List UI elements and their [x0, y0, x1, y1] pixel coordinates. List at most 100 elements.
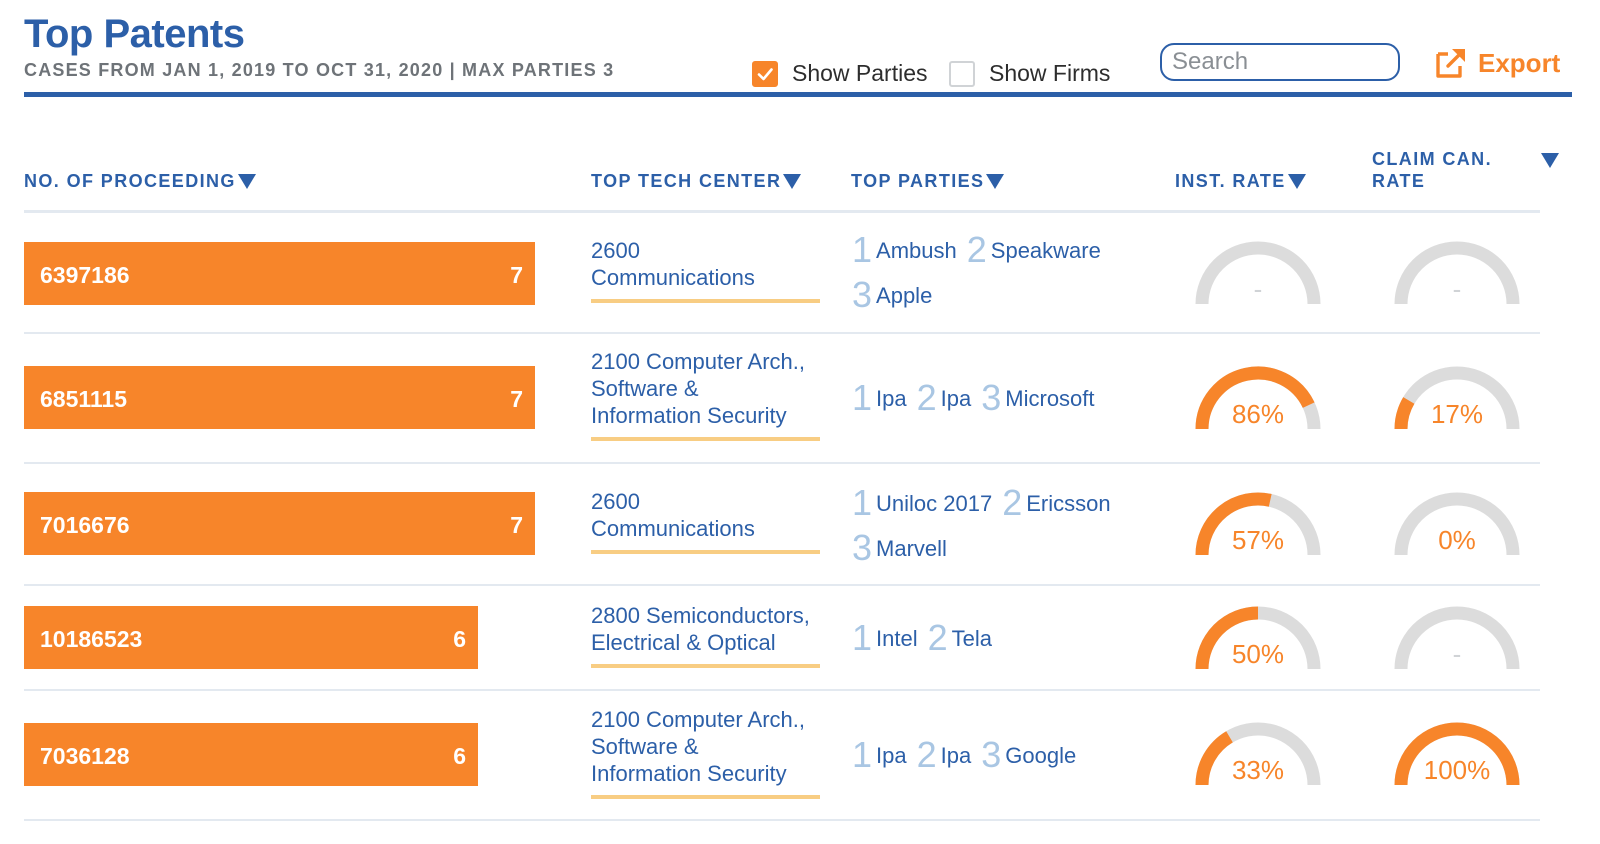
party-name[interactable]: Ipa [876, 743, 907, 768]
column-header-claim-can-rate[interactable]: CLAIM CAN. RATE [1372, 148, 1522, 192]
show-firms-label[interactable]: Show Firms [989, 60, 1111, 86]
inst-rate-gauge: 57% [1190, 487, 1326, 559]
party-name[interactable]: Microsoft [1005, 386, 1095, 411]
party-name[interactable]: Intel [876, 626, 918, 651]
table-row: 6851115 7 2100 Computer Arch., Software & In… [24, 334, 1540, 464]
proceeding-count: 7 [510, 262, 523, 288]
checkbox-checked-icon[interactable] [752, 60, 778, 87]
party-name[interactable]: Speakware [990, 238, 1101, 263]
tech-center-underline [591, 437, 820, 441]
party-item[interactable]: 1 Ipa [852, 733, 907, 778]
party-rank: 3 [981, 734, 1002, 775]
column-header-label[interactable]: CLAIM CAN. RATE [1372, 149, 1492, 191]
column-header-parties[interactable]: TOP PARTIES [851, 170, 1005, 192]
table-row: 6397186 7 2600 Communications 1 Ambush 2 Speakw… [24, 214, 1540, 334]
tech-center: 2100 Computer Arch., Software & Informatio… [591, 706, 820, 799]
top-parties: 1 Ambush 2 Speakware3 Apple [852, 228, 1152, 318]
tech-center-line: Software & [591, 734, 699, 759]
row-divider [24, 689, 1540, 691]
export-label[interactable]: Export [1478, 47, 1561, 78]
show-firms-checkbox[interactable]: Show Firms [949, 60, 1110, 87]
table-row: 7016676 7 2600 Communications 1 Uniloc 2017 2 E… [24, 464, 1540, 586]
party-item[interactable]: 3 Microsoft [981, 376, 1094, 421]
inst-rate-gauge: 50% [1190, 601, 1326, 673]
gauge-fill [1195, 492, 1272, 556]
column-header-label[interactable]: INST. RATE [1175, 171, 1286, 191]
claim-rate-gauge: 0% [1389, 487, 1525, 559]
sort-down-icon[interactable] [1287, 174, 1306, 189]
inst-rate-gauge: - [1190, 236, 1326, 308]
party-rank: 2 [916, 377, 937, 418]
party-item[interactable]: 3 Apple [852, 273, 932, 318]
column-header-label[interactable]: TOP TECH CENTER [591, 171, 782, 191]
party-name[interactable]: Ambush [876, 238, 957, 263]
page-header: Top Patents CASES FROM JAN 1, 2019 TO OC… [24, 10, 1572, 98]
gauge-fill [1195, 366, 1315, 430]
party-rank: 1 [852, 482, 873, 523]
party-name[interactable]: Google [1005, 743, 1077, 768]
sort-down-icon[interactable] [986, 174, 1005, 189]
export-icon [1436, 49, 1465, 78]
party-item[interactable]: 2 Ericsson [1002, 481, 1110, 526]
proceeding-bar[interactable]: 6397186 7 [24, 242, 535, 305]
proceeding-bar[interactable]: 10186523 6 [24, 606, 478, 669]
party-item[interactable]: 1 Uniloc 2017 [852, 481, 992, 526]
column-header-tech-center[interactable]: TOP TECH CENTER [591, 170, 802, 192]
export-button[interactable]: Export [1434, 46, 1560, 80]
gauge-value: 0% [1438, 525, 1476, 555]
party-item[interactable]: 1 Intel [852, 616, 918, 661]
party-item[interactable]: 1 Ipa [852, 376, 907, 421]
patent-number[interactable]: 6397186 [40, 262, 130, 288]
party-name[interactable]: Uniloc 2017 [876, 491, 993, 516]
party-name[interactable]: Marvell [876, 536, 947, 561]
checkbox-unchecked-icon[interactable] [949, 60, 975, 87]
gauge-value: 86% [1231, 399, 1285, 429]
party-item[interactable]: 2 Tela [928, 616, 992, 661]
party-item[interactable]: 1 Ambush [852, 228, 957, 273]
sort-down-icon[interactable] [237, 174, 256, 189]
top-parties: 1 Uniloc 2017 2 Ericsson3 Marvell [852, 481, 1152, 571]
tech-center: 2100 Computer Arch., Software & Informatio… [591, 348, 820, 441]
patent-number[interactable]: 7016676 [40, 512, 130, 538]
show-parties-checkbox[interactable]: Show Parties [752, 60, 928, 87]
sort-down-icon[interactable] [783, 174, 802, 189]
patent-number[interactable]: 10186523 [40, 626, 143, 652]
party-rank: 2 [927, 617, 948, 658]
column-header-proceeding[interactable]: NO. OF PROCEEDING [24, 170, 256, 192]
column-header-inst-rate[interactable]: INST. RATE [1175, 170, 1306, 192]
party-item[interactable]: 3 Marvell [852, 526, 947, 571]
column-header-label[interactable]: TOP PARTIES [851, 171, 985, 191]
gauge-value: 50% [1231, 639, 1285, 669]
column-header-label[interactable]: NO. OF PROCEEDING [24, 171, 236, 191]
patent-number[interactable]: 6851115 [40, 386, 128, 412]
party-item[interactable]: 3 Google [981, 733, 1076, 778]
proceeding-bar[interactable]: 7016676 7 [24, 492, 535, 555]
patent-number[interactable]: 7036128 [40, 743, 130, 769]
proceeding-bar[interactable]: 7036128 6 [24, 723, 478, 786]
gauge-fill [1195, 606, 1259, 670]
proceeding-bar[interactable]: 6851115 7 [24, 366, 535, 429]
sort-down-icon[interactable] [1541, 153, 1559, 168]
show-parties-label[interactable]: Show Parties [792, 60, 928, 86]
party-rank: 2 [916, 734, 937, 775]
claim-rate-gauge: 17% [1389, 361, 1525, 433]
party-name[interactable]: Ipa [940, 386, 972, 411]
party-name[interactable]: Ipa [876, 386, 907, 411]
inst-rate-gauge: 86% [1190, 361, 1326, 433]
row-divider [24, 332, 1540, 334]
tech-center: 2600 Communications [591, 488, 820, 554]
party-name[interactable]: Apple [876, 283, 933, 308]
party-item[interactable]: 2 Ipa [917, 376, 972, 421]
search-input[interactable] [1160, 43, 1400, 81]
tech-center-line: 2100 Computer Arch., [591, 707, 806, 732]
proceeding-count: 6 [453, 626, 466, 652]
party-name[interactable]: Ericsson [1026, 491, 1111, 516]
party-name[interactable]: Ipa [940, 743, 972, 768]
gauge-track [1394, 606, 1520, 670]
party-rank: 1 [852, 229, 873, 270]
party-name[interactable]: Tela [951, 626, 993, 651]
claim-rate-gauge: 100% [1389, 717, 1525, 789]
party-item[interactable]: 2 Ipa [917, 733, 972, 778]
party-item[interactable]: 2 Speakware [967, 228, 1101, 273]
party-rank: 3 [981, 377, 1002, 418]
